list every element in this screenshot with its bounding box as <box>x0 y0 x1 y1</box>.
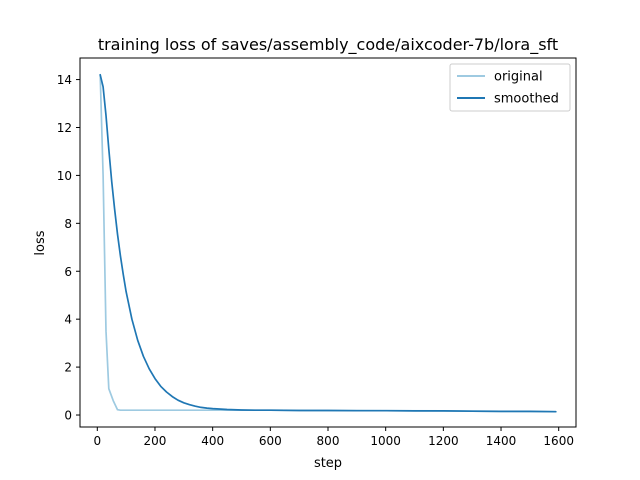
x-tick-label: 1200 <box>428 434 459 448</box>
series-line-smoothed <box>99 73 557 413</box>
y-tick-label: 8 <box>64 217 72 231</box>
x-tick-label: 1600 <box>543 434 574 448</box>
y-tick-label: 14 <box>57 73 72 87</box>
series-line-original <box>99 73 557 413</box>
y-tick-label: 12 <box>57 121 72 135</box>
x-axis-label: step <box>314 456 342 471</box>
y-tick-label: 4 <box>64 313 72 327</box>
legend-label-smoothed: smoothed <box>494 92 559 107</box>
legend: original smoothed <box>449 63 571 112</box>
x-tick-label: 1400 <box>486 434 517 448</box>
chart-title: training loss of saves/assembly_code/aix… <box>98 35 558 55</box>
x-tick-label: 1000 <box>370 434 401 448</box>
x-tick-label: 200 <box>144 434 167 448</box>
y-tick-label: 10 <box>57 169 72 183</box>
y-tick-label: 0 <box>64 409 72 423</box>
y-tick-label: 2 <box>64 361 72 375</box>
y-tick-label: 6 <box>64 265 72 279</box>
legend-label-original: original <box>494 70 543 85</box>
plot-area-frame <box>79 57 577 428</box>
x-tick-label: 600 <box>259 434 282 448</box>
x-tick-label: 800 <box>317 434 340 448</box>
x-tick-label: 400 <box>201 434 224 448</box>
x-tick-label: 0 <box>93 434 101 448</box>
y-axis-label: loss <box>33 230 48 255</box>
